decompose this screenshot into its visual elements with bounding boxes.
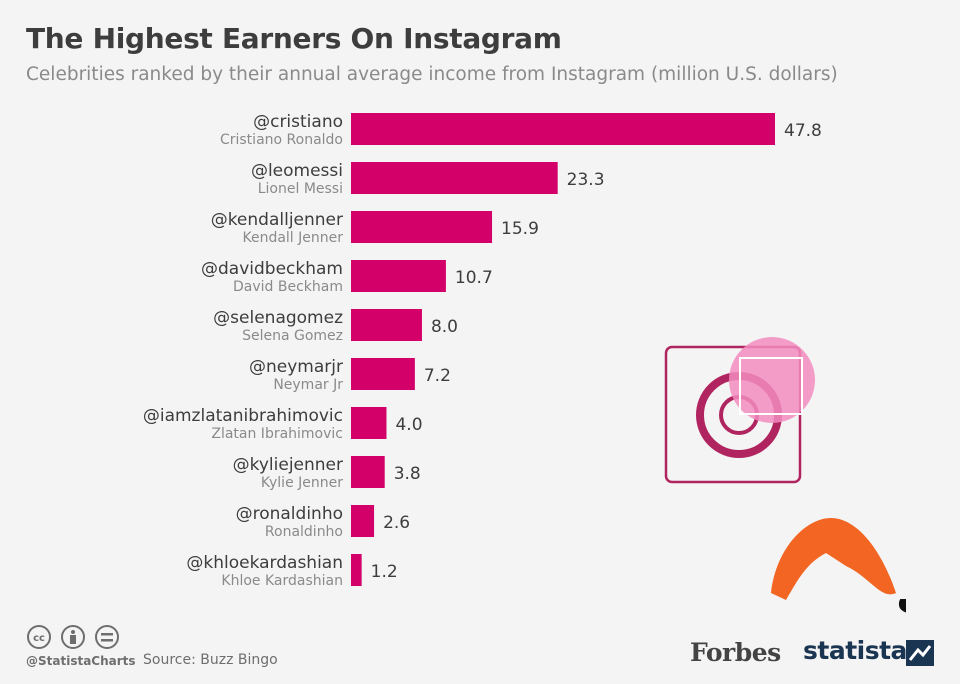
- value-label: 15.9: [501, 219, 539, 239]
- watermark-logo: دنیای شرط بندی: [771, 518, 906, 619]
- category-handle-label: @khloekardashian: [186, 553, 343, 573]
- bar: [351, 113, 775, 145]
- category-name-label: David Beckham: [233, 279, 343, 295]
- instagram-icon: [664, 337, 815, 484]
- bar: [351, 407, 387, 439]
- category-handle-label: @iamzlatanibrahimovic: [143, 406, 343, 426]
- attribution-icon: [61, 625, 85, 649]
- footer-handle: @StatistaCharts: [26, 654, 136, 668]
- category-name-label: Selena Gomez: [242, 328, 343, 344]
- value-label: 2.6: [383, 513, 410, 533]
- bar: [351, 162, 558, 194]
- bar: [351, 211, 493, 243]
- statista-logo: statista: [803, 636, 907, 665]
- license-icons: cc: [27, 625, 119, 649]
- value-label: 23.3: [567, 170, 605, 190]
- value-label: 3.8: [394, 464, 421, 484]
- bar: [351, 309, 422, 341]
- category-name-label: Kylie Jenner: [261, 475, 343, 491]
- chart-subtitle: Celebrities ranked by their annual avera…: [26, 64, 838, 85]
- category-name-label: Khloe Kardashian: [221, 573, 343, 589]
- value-label: 1.2: [371, 562, 398, 582]
- bar: [351, 505, 375, 537]
- category-handle-label: @kyliejenner: [233, 455, 343, 475]
- bar: [351, 358, 415, 390]
- watermark-text: دنیای شرط بندی: [896, 565, 906, 619]
- value-label: 4.0: [395, 415, 422, 435]
- category-name-label: Zlatan Ibrahimovic: [211, 426, 343, 442]
- bar: [351, 260, 446, 292]
- category-name-label: Neymar Jr: [273, 377, 343, 393]
- bar: [351, 554, 362, 586]
- category-handle-label: @leomessi: [251, 161, 343, 181]
- value-label: 8.0: [431, 317, 458, 337]
- cc-icon: cc: [27, 625, 51, 649]
- value-label: 10.7: [455, 268, 493, 288]
- category-name-label: Kendall Jenner: [242, 230, 343, 246]
- noderivs-icon: [95, 625, 119, 649]
- forbes-logo: Forbes: [690, 638, 781, 667]
- category-handle-label: @selenagomez: [213, 308, 343, 328]
- value-label: 47.8: [784, 121, 822, 141]
- category-handle-label: @neymarjr: [249, 357, 343, 377]
- svg-text:cc: cc: [33, 633, 45, 644]
- category-handle-label: @davidbeckham: [201, 259, 343, 279]
- category-name-label: Ronaldinho: [265, 524, 343, 540]
- category-handle-label: @kendalljenner: [211, 210, 343, 230]
- statista-logo-icon: [906, 640, 934, 666]
- category-handle-label: @cristiano: [253, 112, 343, 132]
- chart-title: The Highest Earners On Instagram: [26, 22, 562, 55]
- value-label: 7.2: [424, 366, 451, 386]
- footer-source: Source: Buzz Bingo: [143, 652, 278, 668]
- bar: [351, 456, 385, 488]
- category-name-label: Lionel Messi: [258, 181, 343, 197]
- category-name-label: Cristiano Ronaldo: [220, 132, 343, 148]
- category-handle-label: @ronaldinho: [236, 504, 343, 524]
